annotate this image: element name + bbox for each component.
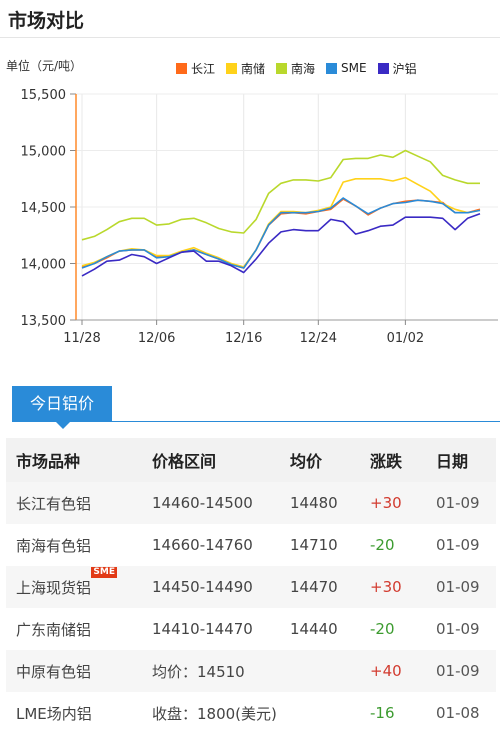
legend-swatch <box>326 62 338 74</box>
legend-label: 长江 <box>191 61 216 76</box>
legend-swatch <box>377 62 389 74</box>
table-header-row: 市场品种 价格区间 均价 涨跌 日期 <box>6 438 496 482</box>
chart-legend: 长江 南储 南海 SME 沪铝 <box>176 60 428 76</box>
x-tick-label: 11/28 <box>63 331 100 346</box>
legend-swatch <box>276 62 288 74</box>
table-row[interactable]: 长江有色铝 14460-14500 14480 +30 01-09 <box>6 482 496 524</box>
legend-item-hulv[interactable]: 沪铝 <box>377 60 417 77</box>
legend-label: 南储 <box>241 61 266 76</box>
avg-price: 14480 <box>290 482 370 524</box>
legend-swatch <box>176 62 187 74</box>
price-date: 01-09 <box>436 620 480 638</box>
market-name: 广东南储铝 <box>16 620 92 639</box>
table-row[interactable]: 中原有色铝 均价：14510 +40 01-09 <box>6 650 496 692</box>
market-name-cell: 上海现货铝 SME <box>6 566 152 608</box>
table-row[interactable]: LME场内铝 收盘：1800(美元) -16 01-08 <box>6 692 496 734</box>
price-range: 14410-14470 <box>152 620 253 638</box>
header-market: 市场品种 <box>6 438 152 482</box>
price-line-chart: 15,500 15,000 14,500 14,000 13,500 11/28 12/06… <box>21 88 498 346</box>
market-name-with-badge: 上海现货铝 SME <box>16 566 118 598</box>
price-change: -16 <box>370 704 395 722</box>
price-change: -20 <box>370 536 395 554</box>
section-title: 市场对比 <box>8 10 85 32</box>
header-range: 价格区间 <box>152 438 290 482</box>
legend-swatch <box>226 62 238 74</box>
series-line-3 <box>81 197 481 269</box>
legend-item-nanhai[interactable]: 南海 <box>276 60 315 77</box>
price-date: 01-09 <box>436 650 496 692</box>
legend-label: 南海 <box>291 61 316 76</box>
market-name: 中原有色铝 <box>6 650 152 692</box>
section-header: 市场对比 <box>0 0 500 38</box>
legend-label: 沪铝 <box>392 61 417 76</box>
price-range: 14460-14500 <box>152 482 290 524</box>
y-axis-unit-label: 单位（元/吨） <box>6 59 83 73</box>
y-tick-label: 13,500 <box>21 314 67 329</box>
avg-price: 14470 <box>290 566 370 608</box>
table-row[interactable]: 南海有色铝 14660-14760 14710 -20 01-09 <box>6 524 496 566</box>
legend-item-sme[interactable]: SME <box>326 61 367 75</box>
avg-price: 14710 <box>290 536 338 554</box>
header-date: 日期 <box>436 438 496 482</box>
y-tick-label: 14,500 <box>21 201 67 216</box>
price-date: 01-08 <box>436 704 480 722</box>
x-tick-label: 12/24 <box>300 331 337 346</box>
table-row[interactable]: 上海现货铝 SME 14450-14490 14470 +30 01-09 <box>6 566 496 608</box>
tab-bar: 今日铝价 <box>12 386 500 429</box>
y-tick-label: 15,500 <box>21 88 67 103</box>
price-date: 01-09 <box>436 482 496 524</box>
price-change: +30 <box>370 482 436 524</box>
series-line-4 <box>81 213 481 277</box>
tab-today-aluminum-price[interactable]: 今日铝价 <box>12 386 112 429</box>
series-line-0 <box>81 198 481 269</box>
series-line-1 <box>81 176 481 268</box>
series-line-2 <box>81 149 480 241</box>
price-range: 均价：14510 <box>152 650 290 692</box>
market-name: 上海现货铝 <box>16 578 92 597</box>
sme-badge: SME <box>91 566 118 578</box>
legend-label: SME <box>341 61 367 75</box>
price-table: 市场品种 价格区间 均价 涨跌 日期 长江有色铝 14460-14500 144… <box>6 438 496 734</box>
y-tick-label: 15,000 <box>21 145 67 160</box>
market-name: 长江有色铝 <box>6 482 152 524</box>
y-tick-label: 14,000 <box>21 258 67 273</box>
market-name: LME场内铝 <box>16 704 92 723</box>
price-change: -20 <box>370 620 395 638</box>
price-range: 收盘：1800(美元) <box>152 704 277 723</box>
table-row[interactable]: 广东南储铝 14410-14470 14440 -20 01-09 <box>6 608 496 650</box>
price-date: 01-09 <box>436 566 496 608</box>
price-range: 14660-14760 <box>152 536 253 554</box>
legend-item-nanchu[interactable]: 南储 <box>226 60 265 77</box>
header-avg: 均价 <box>290 438 370 482</box>
avg-price: 14440 <box>290 620 338 638</box>
x-tick-label: 12/06 <box>138 331 175 346</box>
market-name: 南海有色铝 <box>16 536 92 555</box>
legend-item-changjiang[interactable]: 长江 <box>176 60 215 77</box>
x-tick-label: 01/02 <box>387 331 424 346</box>
price-range: 14450-14490 <box>152 566 290 608</box>
price-change: +30 <box>370 566 436 608</box>
avg-price <box>290 692 370 734</box>
avg-price <box>290 650 370 692</box>
price-change: +40 <box>370 650 436 692</box>
x-tick-label: 12/16 <box>225 331 262 346</box>
header-change: 涨跌 <box>370 438 436 482</box>
price-date: 01-09 <box>436 536 480 554</box>
